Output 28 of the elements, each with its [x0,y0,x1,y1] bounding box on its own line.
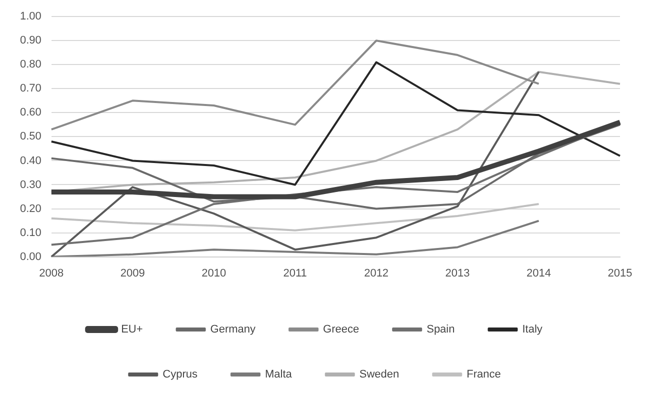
x-tick-label: 2012 [364,267,389,280]
y-tick-label: 0.90 [20,34,42,47]
legend-label: EU+ [121,324,143,336]
x-tick-label: 2010 [202,267,226,280]
y-tick-label: 0.40 [20,154,42,167]
legend-label: Greece [323,324,360,336]
y-tick-label: 0.30 [20,178,42,191]
y-tick-label: 0.60 [20,106,42,119]
y-tick-label: 0.10 [20,226,42,239]
legend-label: Cyprus [162,368,198,381]
y-tick-label: 0.80 [20,58,42,71]
x-tick-label: 2015 [608,267,632,280]
y-tick-label: 0.00 [20,250,42,263]
x-tick-label: 2011 [283,267,307,280]
x-tick-label: 2013 [445,267,470,280]
legend-label: Italy [522,324,543,336]
y-tick-label: 1.00 [20,10,42,23]
x-tick-label: 2014 [526,267,552,280]
y-tick-label: 0.50 [20,130,42,143]
x-tick-label: 2009 [120,267,145,280]
y-tick-label: 0.70 [20,82,42,95]
legend-label: France [466,368,501,381]
legend-label: Spain [426,324,455,336]
y-tick-label: 0.20 [20,202,42,215]
legend-label: Sweden [359,368,400,381]
legend-label: Malta [264,368,293,381]
legend-label: Germany [210,324,256,336]
x-tick-label: 2008 [39,267,64,280]
